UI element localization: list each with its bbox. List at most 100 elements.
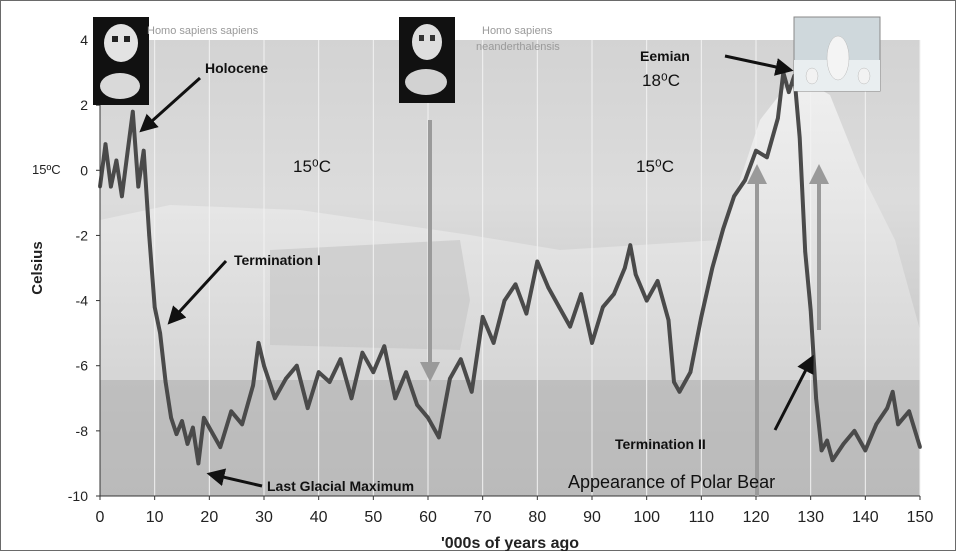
x-tick-label: 80 <box>528 509 546 526</box>
temperature-point <box>191 425 195 430</box>
temperature-point <box>579 292 583 296</box>
temperature-point <box>136 184 141 189</box>
temperature-point <box>863 448 868 453</box>
temperature-point <box>874 422 879 427</box>
temperature-point <box>448 376 452 381</box>
eemian-temp-label: 18⁰C <box>642 71 680 90</box>
temperature-point <box>612 292 616 296</box>
termination-2-label: Termination II <box>615 436 706 452</box>
temperature-point <box>273 396 277 401</box>
x-tick-label: 30 <box>255 509 273 526</box>
x-tick-label: 0 <box>96 509 105 526</box>
neanderthal-label-line1: Homo sapiens <box>482 25 553 37</box>
temperature-point <box>677 390 682 394</box>
y-axis-title: Celsius <box>29 241 46 294</box>
temperature-point <box>174 432 179 436</box>
y-tick-label: -10 <box>68 488 88 504</box>
y-tick-label: -8 <box>76 423 89 439</box>
temperature-point <box>327 380 332 384</box>
temperature-point <box>907 409 911 414</box>
temperature-point <box>251 383 255 388</box>
temperature-point <box>152 305 157 309</box>
termination-2-arrow <box>773 354 814 431</box>
temperature-point <box>382 344 387 349</box>
temperature-point <box>295 363 299 368</box>
x-tick-label: 110 <box>689 509 715 526</box>
temperature-point <box>825 438 829 443</box>
x-tick-label: 50 <box>364 509 382 526</box>
temperature-point <box>426 416 430 420</box>
temperature-point <box>803 249 807 254</box>
x-tick-label: 40 <box>310 509 328 526</box>
y-tick-label: 0 <box>80 162 88 178</box>
temperature-point <box>163 380 168 384</box>
temperature-point <box>568 324 572 329</box>
temperature-point <box>814 396 818 401</box>
temperature-point <box>841 442 846 446</box>
temperature-point <box>830 458 835 463</box>
temperature-point <box>885 406 889 410</box>
temperature-point <box>781 70 786 75</box>
x-tick-label: 60 <box>419 509 437 526</box>
polar-bear-label: Appearance of Polar Bear <box>568 472 775 492</box>
temperature-point <box>666 318 671 322</box>
temperature-point <box>371 370 376 375</box>
temperature-point <box>338 357 343 362</box>
homo-sapiens-skull-image <box>93 17 149 105</box>
neanderthal-skull-image <box>399 17 455 103</box>
temperature-point <box>502 298 507 303</box>
temperature-point <box>158 331 162 335</box>
temperature-point <box>633 272 638 277</box>
temperature-point <box>710 266 715 270</box>
temp-15-axis-label: 15ºC <box>32 162 61 177</box>
neanderthal-label-line2: neanderthalensis <box>476 41 560 53</box>
temperature-point <box>125 152 130 156</box>
temperature-point <box>185 442 190 446</box>
temperature-point <box>147 233 151 238</box>
temperature-point <box>316 370 321 375</box>
temperature-point <box>120 194 124 199</box>
temperature-point <box>890 390 895 394</box>
temperature-point <box>114 158 119 163</box>
temperature-point <box>776 116 780 120</box>
temperature-point <box>524 311 529 316</box>
y-tick-label: 4 <box>80 32 88 48</box>
y-tick-label: 2 <box>80 97 88 113</box>
termination-1-label: Termination I <box>234 252 321 268</box>
temperature-point <box>202 416 206 420</box>
temperature-point <box>141 148 146 153</box>
y-tick-label: -2 <box>76 227 89 243</box>
temperature-point <box>852 429 857 433</box>
temperature-point <box>535 259 540 264</box>
x-tick-label: 130 <box>797 509 824 526</box>
temperature-point <box>180 419 184 423</box>
x-tick-label: 120 <box>743 509 770 526</box>
temp-15-left-label: 15⁰C <box>293 157 331 176</box>
holocene-label: Holocene <box>205 60 268 76</box>
temperature-point <box>360 350 365 355</box>
temperature-point <box>415 403 419 407</box>
temperature-point <box>103 142 108 146</box>
temperature-point <box>240 422 244 427</box>
temperature-point <box>590 341 594 345</box>
temperature-point <box>688 370 693 375</box>
temperature-point <box>284 376 288 381</box>
x-tick-label: 150 <box>907 509 934 526</box>
eemian-arrow <box>724 54 794 76</box>
termination-1-arrow <box>167 259 228 325</box>
temperature-point <box>743 178 747 182</box>
temperature-point <box>109 184 113 189</box>
x-tick-label: 10 <box>146 509 164 526</box>
temperature-point <box>207 425 212 430</box>
temperature-point <box>699 315 704 319</box>
temperature-point <box>513 282 518 287</box>
temperature-point <box>623 266 627 270</box>
temperature-point <box>459 357 463 362</box>
temperature-point <box>797 135 802 140</box>
temperature-point <box>787 90 791 94</box>
temperature-point <box>393 396 398 401</box>
x-tick-label: 140 <box>852 509 879 526</box>
polar-bear-image <box>793 16 881 92</box>
temperature-point <box>808 308 813 313</box>
